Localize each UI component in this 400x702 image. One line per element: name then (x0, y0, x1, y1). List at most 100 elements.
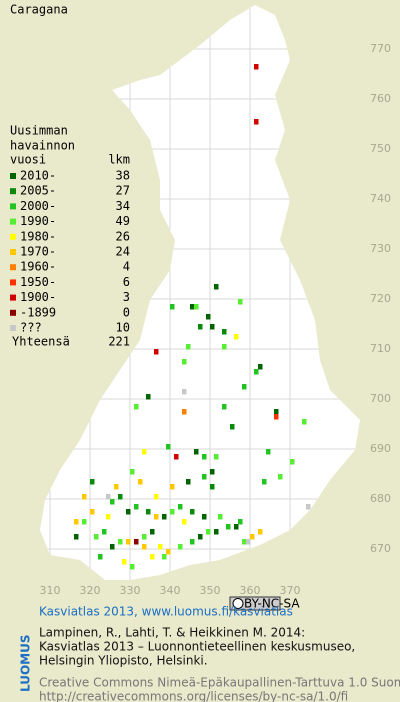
total-count: 221 (108, 335, 130, 349)
legend-label: 2000- (20, 199, 56, 213)
y-tick-label: 700 (370, 392, 391, 405)
record-square (142, 534, 147, 540)
legend-count: 49 (116, 214, 130, 228)
legend-label: 2005- (20, 184, 56, 198)
record-square (106, 514, 111, 520)
record-square (290, 459, 295, 465)
legend-label: 1980- (20, 229, 56, 243)
legend-swatch (10, 188, 16, 195)
legend-swatch (10, 294, 16, 301)
y-tick-label: 740 (370, 192, 391, 205)
license-text: Creative Commons Nimeä-Epäkaupallinen-Ta… (39, 676, 400, 690)
record-square (98, 554, 103, 560)
citation: Lampinen, R., Lahti, T. & Heikkinen M. 2… (39, 626, 305, 640)
record-square (222, 329, 227, 335)
legend-label: ??? (20, 321, 42, 335)
record-square (254, 369, 259, 375)
record-square (110, 499, 115, 505)
legend-heading: vuosi (10, 153, 46, 167)
legend-heading: Uusimman (10, 124, 68, 138)
record-square (206, 314, 211, 320)
legend-count: 6 (123, 275, 130, 289)
record-square (222, 344, 227, 350)
record-square (118, 494, 123, 500)
logo: LUOMUS (19, 635, 33, 693)
record-square (130, 564, 135, 570)
record-square (210, 469, 215, 475)
record-square (170, 304, 175, 310)
record-square (214, 284, 219, 290)
record-square (262, 479, 267, 485)
record-square (194, 449, 199, 455)
record-square (146, 394, 151, 400)
record-square (114, 484, 119, 490)
record-square (150, 529, 155, 535)
license-badge: BY-NC-SA (229, 596, 300, 611)
record-square (154, 349, 159, 355)
record-square (174, 454, 179, 460)
legend-swatch (10, 233, 16, 240)
country-shape (40, 5, 360, 580)
record-square (226, 524, 231, 530)
legend-label: 1970- (20, 245, 56, 259)
record-square (90, 479, 95, 485)
record-square (214, 454, 219, 460)
record-square (118, 539, 123, 545)
y-tick-label: 670 (370, 542, 391, 555)
record-square (198, 534, 203, 540)
record-square (82, 519, 87, 525)
legend-swatch (10, 279, 16, 286)
total-label: Yhteensä (12, 335, 70, 349)
record-square (170, 484, 175, 490)
x-tick-label: 330 (120, 584, 141, 597)
record-square (198, 324, 203, 330)
count-heading: lkm (108, 153, 130, 167)
record-square (278, 474, 283, 480)
record-square (214, 529, 219, 535)
x-tick-label: 370 (280, 584, 301, 597)
legend-swatch (10, 173, 16, 179)
record-square (126, 539, 131, 545)
record-square (250, 534, 255, 540)
record-square (90, 509, 95, 515)
record-square (130, 469, 135, 475)
record-square (182, 409, 187, 415)
y-tick-label: 710 (370, 342, 391, 355)
legend-count: 0 (123, 305, 130, 319)
legend-label: 1950- (20, 275, 56, 289)
legend-label: 1900- (20, 290, 56, 304)
record-square (74, 534, 79, 540)
record-square (186, 479, 191, 485)
record-square (146, 509, 151, 515)
y-tick-label: 680 (370, 492, 391, 505)
x-tick-label: 310 (40, 584, 61, 597)
legend-count: 3 (123, 290, 130, 304)
citation: Kasviatlas 2013 – Luonnontieteellinen ke… (39, 640, 355, 654)
record-square (234, 334, 239, 340)
record-square (242, 539, 247, 545)
record-square (182, 359, 187, 365)
record-square (190, 304, 195, 310)
headline: Kasviatlas 2013, www.luomus.fi/kasviatla… (39, 605, 293, 619)
citation: Helsingin Yliopisto, Helsinki. (39, 654, 208, 668)
record-square (202, 454, 207, 460)
y-tick-label: 730 (370, 242, 391, 255)
record-square (166, 549, 171, 555)
x-tick-label: 360 (240, 584, 261, 597)
record-square (122, 559, 127, 565)
record-square (126, 509, 131, 515)
record-square (202, 514, 207, 520)
y-tick-label: 760 (370, 92, 391, 105)
record-square (254, 119, 259, 125)
legend-count: 24 (116, 245, 130, 259)
record-square (134, 504, 139, 510)
x-tick-label: 340 (160, 584, 181, 597)
record-square (134, 404, 139, 410)
record-square (274, 409, 279, 415)
record-square (258, 529, 263, 535)
record-square (162, 554, 167, 560)
records (74, 64, 311, 570)
legend-swatch (10, 203, 16, 210)
y-tick-label: 690 (370, 442, 391, 455)
